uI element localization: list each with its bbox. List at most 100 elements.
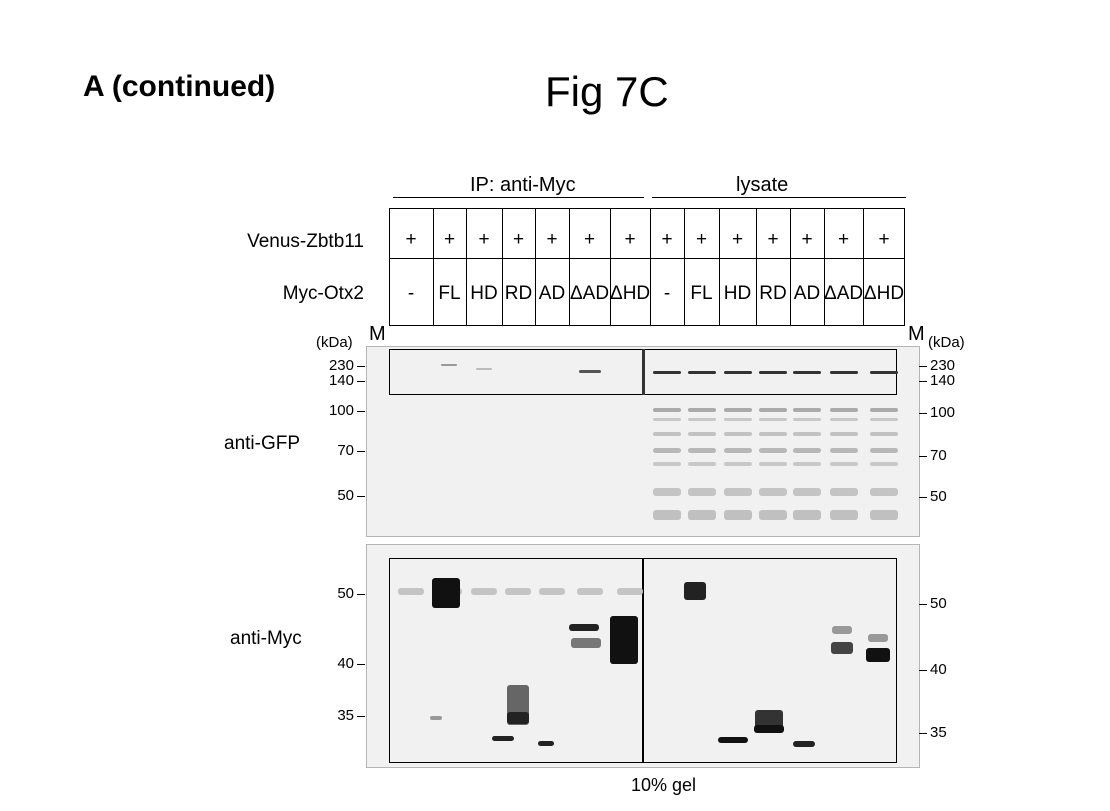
myc-band bbox=[718, 737, 748, 743]
myc-lane-11: RD bbox=[759, 283, 787, 304]
ip-group-line bbox=[393, 197, 644, 198]
myc-band bbox=[398, 588, 424, 595]
gfp-band bbox=[870, 371, 898, 374]
myc-band bbox=[684, 582, 706, 600]
gfp-band bbox=[724, 432, 752, 436]
gfp-band bbox=[830, 371, 858, 374]
venus-lane-5: + bbox=[546, 229, 558, 250]
myc-band bbox=[507, 712, 529, 724]
gfp-band bbox=[688, 510, 716, 520]
gfp-tick-left-mark bbox=[357, 366, 365, 367]
myc-lane-1: - bbox=[407, 283, 415, 304]
ip-group-label: IP: anti-Myc bbox=[470, 174, 576, 196]
gfp-tick-left: 140 bbox=[328, 372, 354, 389]
gfp-band bbox=[793, 418, 821, 421]
lane-divider bbox=[790, 208, 791, 326]
venus-lane-13: + bbox=[837, 229, 850, 250]
lane-divider bbox=[433, 208, 434, 326]
gfp-band bbox=[870, 448, 898, 453]
lysate-group-label: lysate bbox=[736, 174, 789, 196]
myc-row-label: Myc-Otx2 bbox=[282, 283, 364, 304]
gfp-band bbox=[830, 418, 858, 421]
myc-band bbox=[571, 638, 601, 648]
gfp-band bbox=[653, 432, 681, 436]
lane-divider bbox=[502, 208, 503, 326]
venus-row-label: Venus-Zbtb11 bbox=[247, 231, 364, 252]
gfp-band bbox=[653, 418, 681, 421]
venus-lane-10: + bbox=[731, 229, 744, 250]
gfp-band bbox=[793, 510, 821, 520]
gfp-tick-right: 140 bbox=[930, 372, 956, 389]
gfp-tick-left-mark bbox=[357, 451, 365, 452]
myc-lane-14: ΔHD bbox=[863, 283, 905, 304]
gfp-band bbox=[830, 432, 858, 436]
gfp-band bbox=[724, 488, 752, 496]
gfp-band bbox=[759, 488, 787, 496]
lane-divider bbox=[684, 208, 685, 326]
venus-lane-1: + bbox=[405, 229, 417, 250]
gfp-band bbox=[759, 510, 787, 520]
gfp-band bbox=[830, 462, 858, 466]
myc-lane-12: AD bbox=[793, 283, 821, 304]
anti-gfp-label: anti-GFP bbox=[224, 433, 301, 454]
myc-band bbox=[793, 741, 815, 747]
gfp-band bbox=[830, 488, 858, 496]
myc-tick-right: 35 bbox=[930, 724, 947, 741]
figure-title: Fig 7C bbox=[545, 68, 669, 115]
myc-lane-8: - bbox=[663, 283, 671, 304]
gfp-band bbox=[724, 408, 752, 412]
myc-lane-9: FL bbox=[690, 283, 713, 304]
gfp-band bbox=[759, 418, 787, 421]
myc-band bbox=[831, 642, 853, 654]
gfp-band bbox=[724, 510, 752, 520]
myc-band bbox=[539, 588, 565, 595]
gfp-band bbox=[870, 462, 898, 466]
gfp-tick-left-mark bbox=[357, 411, 365, 412]
gfp-band bbox=[870, 510, 898, 520]
gfp-tick-right: 100 bbox=[930, 404, 956, 421]
anti-gfp-blot bbox=[366, 346, 920, 537]
gfp-tick-right-mark bbox=[919, 497, 927, 498]
gel-footer: 10% gel bbox=[631, 775, 697, 795]
lane-divider bbox=[466, 208, 467, 326]
myc-tick-left: 35 bbox=[337, 707, 354, 724]
myc-tick-right: 40 bbox=[930, 661, 947, 678]
kda-right-label: (kDa) bbox=[928, 334, 965, 351]
gfp-tick-right: 230 bbox=[930, 357, 956, 374]
myc-lane-7: ΔHD bbox=[610, 283, 651, 304]
gfp-band bbox=[830, 408, 858, 412]
gfp-tick-right-mark bbox=[919, 413, 927, 414]
gfp-band bbox=[653, 462, 681, 466]
lane-divider bbox=[824, 208, 825, 326]
gfp-band bbox=[793, 408, 821, 412]
venus-lane-11: + bbox=[767, 229, 779, 250]
lane-divider bbox=[756, 208, 757, 326]
gfp-band bbox=[830, 448, 858, 453]
lane-table bbox=[389, 208, 905, 326]
lane-divider bbox=[569, 208, 570, 326]
gfp-band bbox=[476, 368, 492, 370]
gfp-band bbox=[759, 432, 787, 436]
myc-band bbox=[432, 578, 460, 608]
gfp-tick-right-mark bbox=[919, 456, 927, 457]
lane-divider bbox=[535, 208, 536, 326]
myc-tick-right-mark bbox=[919, 604, 927, 605]
gfp-band bbox=[688, 488, 716, 496]
gfp-band bbox=[793, 488, 821, 496]
myc-tick-left-mark bbox=[357, 664, 365, 665]
gfp-band bbox=[441, 364, 457, 366]
venus-lane-3: + bbox=[478, 229, 490, 250]
gfp-band bbox=[653, 488, 681, 496]
gfp-band bbox=[653, 448, 681, 453]
gfp-tick-right: 70 bbox=[930, 447, 947, 464]
gfp-band bbox=[793, 432, 821, 436]
venus-lane-7: + bbox=[624, 229, 636, 250]
gfp-tick-left-mark bbox=[357, 496, 365, 497]
gfp-band bbox=[688, 371, 716, 374]
gfp-band bbox=[793, 448, 821, 453]
gfp-band bbox=[870, 488, 898, 496]
myc-band bbox=[868, 634, 888, 642]
myc-tick-left-mark bbox=[357, 594, 365, 595]
gfp-band bbox=[870, 408, 898, 412]
myc-band bbox=[569, 624, 599, 631]
